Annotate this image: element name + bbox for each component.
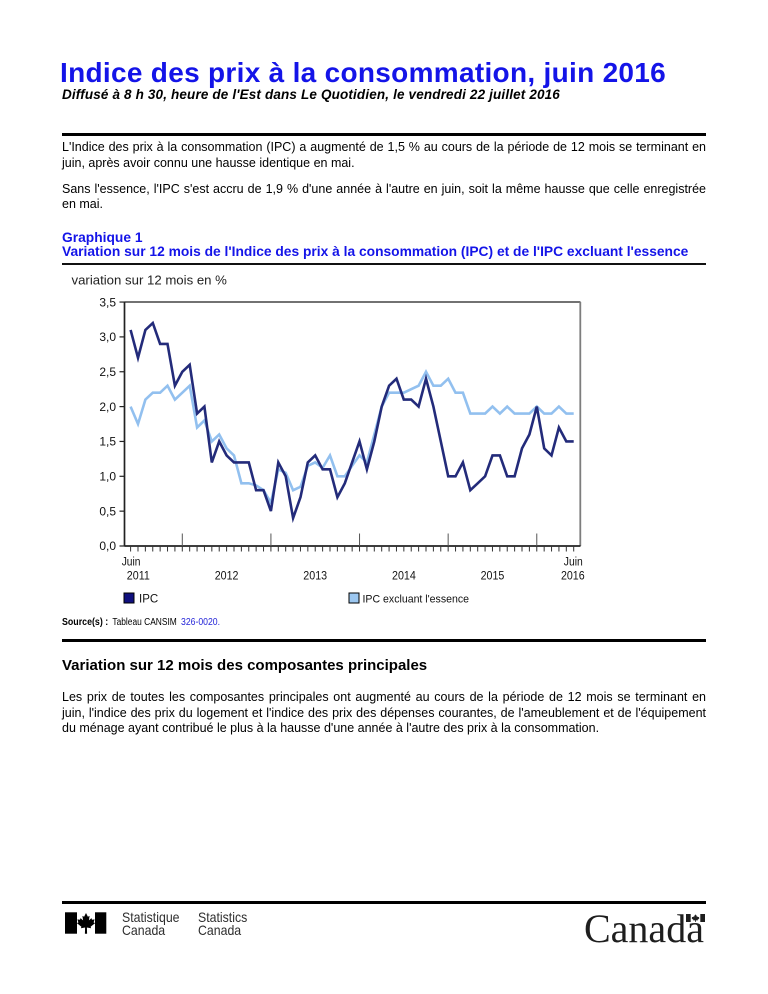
svg-text:IPC excluant l'essence: IPC excluant l'essence	[363, 594, 470, 606]
svg-text:2015: 2015	[481, 570, 505, 582]
svg-text:326-0020.: 326-0020.	[181, 617, 220, 628]
svg-text:2012: 2012	[215, 570, 239, 582]
svg-text:3,5: 3,5	[99, 295, 116, 309]
svg-text:0,0: 0,0	[99, 539, 116, 553]
svg-text:Tableau CANSIM: Tableau CANSIM	[112, 617, 176, 628]
svg-text:Source(s) :: Source(s) :	[62, 617, 108, 628]
svg-text:2,0: 2,0	[99, 400, 116, 414]
svg-text:2013: 2013	[303, 570, 327, 582]
svg-text:1,5: 1,5	[99, 435, 116, 449]
svg-text:2016: 2016	[561, 570, 585, 582]
svg-text:0,5: 0,5	[99, 504, 116, 518]
svg-text:Juin: Juin	[564, 557, 583, 569]
svg-text:3,0: 3,0	[99, 330, 116, 344]
svg-text:2014: 2014	[392, 570, 416, 582]
svg-text:2,5: 2,5	[99, 365, 116, 379]
svg-text:variation sur 12 mois en %: variation sur 12 mois en %	[72, 272, 228, 287]
svg-text:IPC: IPC	[139, 594, 158, 606]
svg-text:2011: 2011	[127, 570, 150, 582]
svg-text:Juin: Juin	[122, 557, 141, 569]
svg-text:1,0: 1,0	[99, 470, 116, 484]
